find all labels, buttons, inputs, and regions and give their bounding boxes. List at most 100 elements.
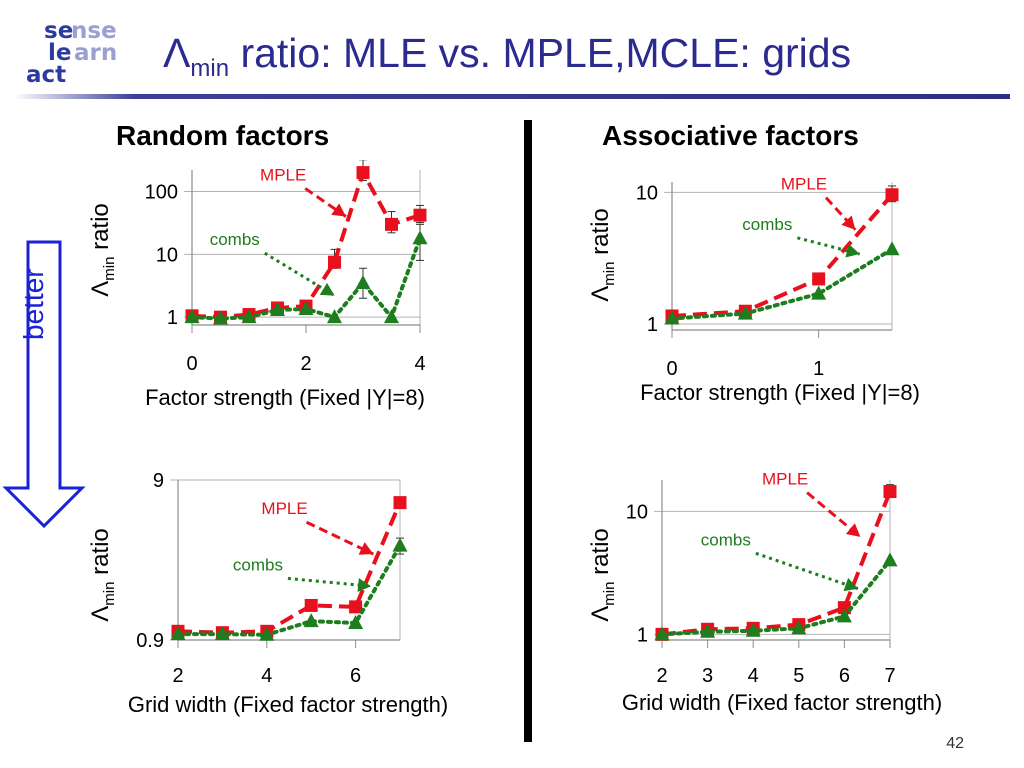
combs-point <box>270 301 285 316</box>
combs-point <box>392 537 408 552</box>
mple-annotation-label: MPLE <box>781 175 827 194</box>
y-axis-label: Λmin ratio <box>587 528 618 622</box>
logo-le: le <box>48 40 72 66</box>
combs-point <box>654 626 670 641</box>
combs-point <box>811 285 827 300</box>
combs-point <box>298 300 314 315</box>
mple-series-line <box>661 490 892 637</box>
annotation-arrowhead <box>845 244 860 258</box>
chart-random-grid-width: 0.9 9 2 4 6 Grid width (Fixed factor strength… <box>87 470 448 717</box>
x-tick-label: 4 <box>261 665 272 687</box>
combs-point <box>884 241 900 256</box>
x-tick-label: 0 <box>666 358 677 380</box>
mple-annotation-label: MPLE <box>762 470 808 489</box>
y-axis-label: Λmin ratio <box>587 208 618 302</box>
logo-act: act <box>26 62 67 88</box>
annotation-arrowhead <box>841 215 856 230</box>
title-sub: min <box>190 55 230 83</box>
mple-point <box>349 600 363 614</box>
y-axis-label: Λmin ratio <box>87 528 118 622</box>
x-tick-label: 2 <box>172 665 183 687</box>
x-tick-label: 2 <box>300 353 311 375</box>
combs-point <box>836 608 852 623</box>
y-tick-label: 0.9 <box>136 630 164 652</box>
better-label: better <box>18 268 49 340</box>
combs-point <box>213 310 228 325</box>
combs-series-line <box>670 247 894 321</box>
combs-point <box>259 626 275 641</box>
logo-nse: nse <box>71 18 117 44</box>
combs-point <box>700 623 716 638</box>
title-underline <box>14 94 1010 99</box>
combs-point <box>791 620 807 635</box>
combs-point <box>745 622 761 637</box>
combs-series-line <box>176 543 402 637</box>
x-tick-label: 3 <box>702 665 713 687</box>
y-tick-label: 10 <box>636 182 658 204</box>
x-tick-label: 6 <box>839 665 850 687</box>
x-tick-label: 6 <box>350 665 361 687</box>
logo-se: se <box>44 18 74 44</box>
mple-point <box>328 255 341 269</box>
x-axis-label: Factor strength (Fixed |Y|=8) <box>145 385 425 410</box>
mple-annotation-label: MPLE <box>260 165 306 184</box>
mple-point <box>304 598 318 612</box>
combs-point <box>664 310 680 325</box>
combs-point <box>170 626 186 641</box>
mple-point <box>413 208 427 222</box>
y-tick-label: 9 <box>153 470 164 492</box>
x-tick-label: 5 <box>793 665 804 687</box>
y-tick-label: 1 <box>647 314 658 336</box>
mple-point <box>393 496 407 510</box>
mple-annotation-arrow <box>304 187 347 218</box>
x-tick-label: 1 <box>813 358 824 380</box>
combs-point <box>737 305 753 320</box>
x-tick-label: 2 <box>656 665 667 687</box>
combs-annotation-label: combs <box>701 530 751 549</box>
x-axis-label: Grid width (Fixed factor strength) <box>128 692 448 717</box>
combs-point <box>412 230 428 245</box>
annotation-arrowhead <box>843 577 859 592</box>
y-tick-label: 1 <box>167 307 178 329</box>
combs-point <box>348 614 364 629</box>
chart-random-factor-strength: 1 10 100 0 2 4 Factor strength (Fixed |Y|=8) Λm… <box>87 160 428 410</box>
x-tick-label: 0 <box>186 353 197 375</box>
x-tick-label: 7 <box>884 665 895 687</box>
mple-annotation-label: MPLE <box>261 499 307 518</box>
y-tick-label: 10 <box>156 244 178 266</box>
x-axis-label: Factor strength (Fixed |Y|=8) <box>640 380 920 405</box>
combs-point <box>214 626 230 641</box>
chart-associative-grid-width: 1 10 2 3 4 5 6 7 Grid width (Fixed factor streng… <box>587 470 942 715</box>
mple-series-line <box>177 501 402 635</box>
column-divider <box>524 120 532 742</box>
combs-annotation-label: combs <box>233 555 283 574</box>
title-lambda: Λ <box>163 30 191 76</box>
combs-point <box>303 613 319 628</box>
combs-annotation-arrow <box>755 551 859 591</box>
sense-learn-act-logo: se nse le arn act <box>22 20 132 95</box>
combs-annotation-label: combs <box>210 230 260 249</box>
combs-annotation-label: combs <box>742 215 792 234</box>
mple-point <box>885 188 899 202</box>
heading-associative-factors: Associative factors <box>602 120 859 151</box>
x-axis-label: Grid width (Fixed factor strength) <box>622 690 942 715</box>
x-tick-label: 4 <box>414 353 425 375</box>
x-tick-label: 4 <box>748 665 759 687</box>
annotation-arrowhead <box>357 578 372 593</box>
annotation-arrowhead <box>845 523 861 537</box>
better-arrow-icon <box>2 240 86 529</box>
mple-point <box>812 272 826 286</box>
page-number: 42 <box>946 735 964 752</box>
y-tick-label: 100 <box>145 182 178 204</box>
combs-point <box>241 309 257 324</box>
annotation-arrowhead <box>319 282 335 296</box>
combs-point <box>184 309 200 324</box>
heading-random-factors: Random factors <box>116 120 330 151</box>
mple-series-line <box>671 193 894 318</box>
mple-point <box>385 217 398 231</box>
annotation-arrowhead <box>358 542 374 555</box>
y-axis-label: Λmin ratio <box>87 203 118 297</box>
y-tick-label: 1 <box>637 624 648 646</box>
combs-point <box>882 552 898 567</box>
